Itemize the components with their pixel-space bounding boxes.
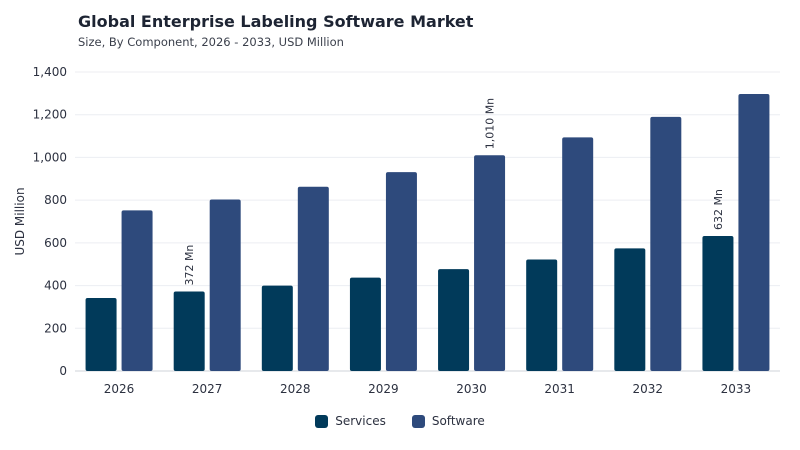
legend-swatch-services — [315, 414, 329, 428]
x-tick-label: 2027 — [192, 382, 223, 396]
bar-software-2029 — [385, 172, 417, 371]
y-tick-label: 400 — [44, 279, 67, 293]
x-tick-label: 2030 — [456, 382, 487, 396]
bar-software-2030 — [474, 155, 506, 371]
bar-software-2028 — [297, 186, 329, 371]
bar-software-2032 — [650, 116, 682, 371]
y-tick-label: 200 — [44, 321, 67, 335]
chart-title: Global Enterprise Labeling Software Mark… — [78, 12, 474, 31]
x-tick-label: 2032 — [633, 382, 664, 396]
chart-subtitle: Size, By Component, 2026 - 2033, USD Mil… — [78, 35, 344, 49]
bar-services-2029 — [349, 277, 381, 371]
legend-swatch-software — [411, 414, 425, 428]
bar-services-2030 — [438, 269, 470, 371]
data-label: 1,010 Mn — [484, 98, 497, 149]
y-tick-label: 800 — [44, 193, 67, 207]
data-label: 632 Mn — [712, 189, 725, 230]
x-tick-label: 2026 — [104, 382, 135, 396]
y-tick-label: 1,200 — [33, 108, 67, 122]
x-tick-label: 2028 — [280, 382, 311, 396]
legend: Services Software — [0, 414, 800, 428]
x-tick-label: 2031 — [544, 382, 575, 396]
legend-item-services[interactable]: Services — [315, 414, 386, 428]
bar-services-2031 — [526, 259, 558, 371]
bar-software-2027 — [209, 199, 241, 371]
legend-label-services: Services — [335, 414, 386, 428]
bar-services-2033 — [702, 236, 734, 371]
legend-label-software: Software — [431, 414, 485, 428]
x-tick-label: 2029 — [368, 382, 399, 396]
legend-item-software[interactable]: Software — [411, 414, 485, 428]
y-tick-label: 0 — [59, 364, 67, 378]
bar-services-2032 — [614, 248, 646, 371]
bar-services-2027 — [173, 291, 205, 371]
y-tick-label: 600 — [44, 236, 67, 250]
x-tick-label: 2033 — [721, 382, 752, 396]
bar-software-2031 — [562, 137, 594, 371]
y-tick-label: 1,000 — [33, 150, 67, 164]
bar-services-2026 — [85, 297, 117, 371]
data-label: 372 Mn — [183, 245, 196, 286]
bar-software-2033 — [738, 93, 770, 371]
y-tick-label: 1,400 — [33, 65, 67, 79]
y-axis-label: USD Million — [13, 187, 27, 255]
bar-software-2026 — [121, 210, 153, 371]
bar-services-2028 — [261, 285, 293, 371]
